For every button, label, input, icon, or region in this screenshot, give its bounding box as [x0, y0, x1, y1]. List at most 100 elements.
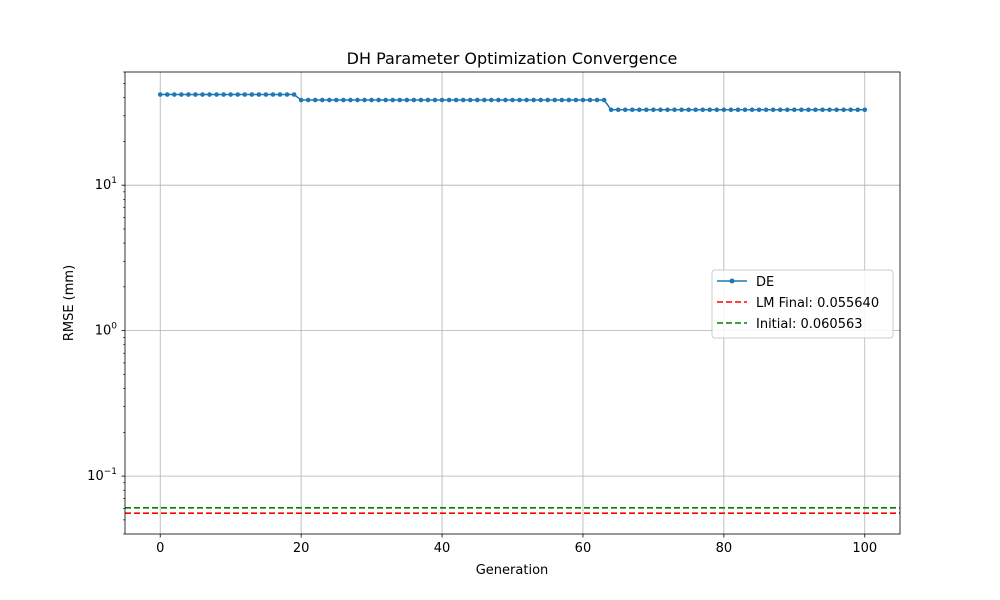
data-point-de	[770, 107, 776, 113]
data-point-de	[482, 97, 487, 103]
data-point-de	[524, 97, 529, 103]
legend-label-lm-final: LM Final: 0.055640	[756, 296, 879, 311]
data-point-de	[228, 92, 233, 97]
data-point-de	[446, 97, 452, 103]
data-point-de	[327, 97, 332, 103]
data-point-de	[172, 92, 177, 97]
data-point-de	[235, 92, 241, 97]
plot-frame	[124, 71, 901, 535]
legend-box	[711, 269, 894, 339]
data-point-de	[644, 107, 649, 113]
y-axis-label: RMSE (mm)	[62, 265, 77, 341]
data-point-de	[249, 92, 255, 97]
data-point-de	[552, 97, 558, 103]
data-point-de	[721, 107, 727, 113]
data-point-de	[503, 97, 508, 103]
data-point-de	[496, 97, 501, 103]
data-point-de	[813, 107, 818, 113]
axis-ticks: 0 20 40 60 80 100 10−1 100 101	[87, 71, 877, 556]
data-point-de	[489, 97, 494, 103]
data-point-de	[756, 107, 762, 113]
y-tick-label: 10−1	[87, 467, 117, 484]
data-point-de	[559, 97, 565, 103]
data-point-de	[418, 97, 424, 103]
data-point-de	[256, 92, 262, 97]
data-point-de	[749, 107, 755, 113]
data-point-de	[312, 97, 318, 103]
data-point-de	[270, 92, 276, 97]
y-tick-label: 100	[95, 322, 118, 339]
x-tick-label: 0	[156, 541, 164, 556]
data-point-de	[517, 97, 522, 103]
data-point-de	[728, 107, 734, 113]
legend-label-initial: Initial: 0.060563	[756, 317, 863, 332]
data-point-de	[622, 107, 628, 113]
x-tick-label: 60	[575, 541, 592, 556]
legend-label-de: DE	[756, 275, 774, 290]
data-point-de	[855, 107, 861, 113]
data-point-de	[799, 107, 804, 113]
data-point-de	[214, 92, 219, 97]
data-point-de	[545, 97, 551, 103]
data-point-de	[348, 97, 353, 103]
x-tick-label: 20	[293, 541, 310, 556]
data-point-de	[848, 107, 853, 113]
data-point-de	[608, 107, 614, 113]
x-axis-label: Generation	[476, 563, 549, 578]
data-point-de	[784, 107, 790, 113]
chart-title: DH Parameter Optimization Convergence	[347, 49, 678, 68]
data-point-de	[714, 107, 720, 113]
data-point-de	[629, 107, 635, 113]
data-point-de	[510, 97, 515, 103]
data-point-de	[341, 97, 346, 103]
data-point-de	[742, 107, 748, 113]
data-point-de	[432, 97, 438, 103]
data-point-de	[566, 97, 572, 103]
x-tick-label: 80	[716, 541, 733, 556]
data-point-de	[679, 107, 684, 113]
data-point-de	[376, 97, 381, 103]
data-point-de	[263, 92, 269, 97]
data-point-de	[665, 107, 670, 113]
data-point-de	[164, 92, 170, 97]
data-point-de	[411, 97, 417, 103]
data-point-de	[186, 92, 191, 97]
data-point-de	[601, 97, 607, 103]
data-point-de	[777, 107, 783, 113]
plot-series	[125, 92, 900, 514]
x-tick-label: 100	[852, 541, 877, 556]
data-point-de	[573, 97, 579, 103]
data-point-de	[298, 97, 304, 103]
data-point-de	[615, 107, 621, 113]
data-point-de	[242, 92, 248, 97]
data-point-de	[735, 107, 741, 113]
data-point-de	[277, 92, 283, 97]
data-point-de	[820, 107, 825, 113]
data-point-de	[439, 97, 445, 103]
data-point-de	[658, 107, 663, 113]
data-point-de	[179, 92, 184, 97]
data-point-de	[291, 92, 297, 97]
data-point-de	[425, 97, 431, 103]
data-point-de	[763, 107, 769, 113]
data-point-de	[284, 92, 290, 97]
data-point-de	[827, 107, 832, 113]
data-point-de	[806, 107, 811, 113]
x-tick-label: 40	[434, 541, 451, 556]
data-point-de	[355, 97, 360, 103]
data-point-de	[390, 97, 396, 103]
data-point-de	[383, 97, 388, 103]
data-point-de	[538, 97, 543, 103]
data-point-de	[792, 107, 797, 113]
data-point-de	[404, 97, 410, 103]
data-point-de	[594, 97, 600, 103]
data-point-de	[841, 107, 846, 113]
legend: DE LM Final: 0.055640 Initial: 0.060563	[711, 269, 894, 339]
data-point-de	[531, 97, 536, 103]
data-point-de	[157, 92, 163, 97]
data-point-de	[862, 107, 868, 113]
data-point-de	[334, 97, 339, 103]
data-point-de	[651, 107, 656, 113]
data-point-de	[305, 97, 311, 103]
